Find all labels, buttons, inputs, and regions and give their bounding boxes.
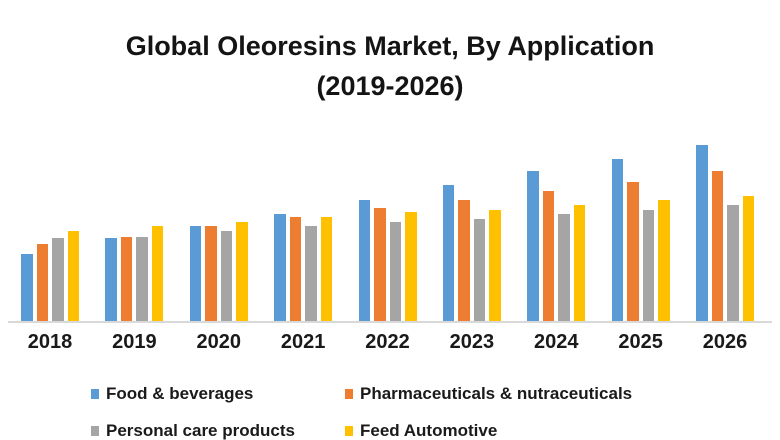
legend-item-pharmaceuticals-and-nutraceuticals: Pharmaceuticals & nutraceuticals — [345, 384, 632, 404]
legend: Food & beverages Pharmaceuticals & nutrac… — [91, 384, 632, 440]
bar-personal-care-products-2020 — [220, 231, 233, 321]
x-axis-label-2022: 2022 — [365, 331, 410, 353]
legend-swatch-food-and-beverages — [91, 389, 99, 399]
legend-label-personal-care-products: Personal care products — [106, 421, 295, 440]
bar-personal-care-products-2019 — [136, 237, 148, 321]
bar-feed-automotive-2025 — [658, 200, 670, 321]
bar-personal-care-products-2018 — [52, 238, 64, 321]
bar-food-and-beverages-2024 — [527, 171, 539, 321]
bar-group-2021 — [274, 135, 333, 321]
legend-item-food-and-beverages: Food & beverages — [91, 384, 345, 404]
bar-feed-automotive-2018 — [67, 231, 79, 321]
x-axis-label-2026: 2026 — [702, 331, 748, 353]
legend-label-food-and-beverages: Food & beverages — [106, 384, 254, 403]
bar-pharmaceuticals-and-nutraceuticals-2023 — [458, 200, 470, 321]
legend-swatch-personal-care-products — [91, 426, 99, 436]
bar-feed-automotive-2026 — [742, 196, 754, 321]
bar-food-and-beverages-2022 — [358, 200, 370, 321]
bar-group-2026 — [696, 135, 754, 321]
bar-pharmaceuticals-and-nutraceuticals-2021 — [289, 217, 302, 321]
bar-group-2024 — [527, 135, 586, 321]
bar-personal-care-products-2024 — [558, 214, 570, 321]
bar-group-2019 — [105, 135, 164, 321]
x-axis-line — [8, 321, 772, 323]
bar-pharmaceuticals-and-nutraceuticals-2025 — [627, 182, 639, 321]
bar-pharmaceuticals-and-nutraceuticals-2026 — [711, 171, 723, 321]
bar-group-2020 — [189, 135, 248, 321]
x-axis-label-2023: 2023 — [449, 331, 495, 353]
bar-food-and-beverages-2019 — [105, 238, 117, 321]
bar-feed-automotive-2020 — [236, 222, 248, 321]
bar-personal-care-products-2022 — [389, 222, 401, 321]
chart-title: Global Oleoresins Market, By Application… — [0, 26, 780, 106]
bar-group-2023 — [442, 135, 501, 321]
x-axis-label-2018: 2018 — [27, 331, 73, 353]
bar-food-and-beverages-2023 — [442, 185, 455, 321]
x-axis-label-2019: 2019 — [112, 331, 157, 353]
x-axis-label-2020: 2020 — [196, 331, 242, 353]
x-axis-label-2024: 2024 — [534, 331, 579, 353]
bar-feed-automotive-2024 — [573, 205, 586, 321]
chart-title-line1: Global Oleoresins Market, By Application — [125, 31, 655, 61]
legend-swatch-feed-automotive — [345, 426, 353, 436]
legend-item-feed-automotive: Feed Automotive — [345, 421, 632, 440]
bar-personal-care-products-2025 — [642, 210, 655, 321]
legend-label-pharmaceuticals-and-nutraceuticals: Pharmaceuticals & nutraceuticals — [360, 384, 633, 403]
plot-area — [21, 135, 754, 321]
bar-feed-automotive-2023 — [489, 210, 501, 321]
bar-food-and-beverages-2020 — [189, 226, 202, 321]
bar-personal-care-products-2023 — [473, 219, 486, 321]
bar-group-2022 — [358, 135, 417, 321]
x-axis-label-2021: 2021 — [280, 331, 326, 353]
legend-item-personal-care-products: Personal care products — [91, 421, 345, 440]
legend-label-feed-automotive: Feed Automotive — [360, 421, 498, 440]
bar-food-and-beverages-2025 — [611, 159, 624, 321]
chart-title-line2: (2019-2026) — [316, 71, 464, 101]
bar-pharmaceuticals-and-nutraceuticals-2018 — [36, 244, 48, 321]
bar-feed-automotive-2021 — [320, 217, 333, 321]
x-axis-labels: 2018 2019 2020 2021 2022 2023 2024 2025 2026 — [21, 331, 754, 354]
bar-group-2018 — [21, 135, 79, 321]
bar-pharmaceuticals-and-nutraceuticals-2019 — [120, 237, 133, 321]
bar-feed-automotive-2019 — [151, 226, 164, 321]
x-axis-label-2025: 2025 — [618, 331, 663, 353]
bar-pharmaceuticals-and-nutraceuticals-2020 — [205, 226, 217, 321]
legend-swatch-pharmaceuticals-and-nutraceuticals — [345, 389, 353, 399]
bar-personal-care-products-2026 — [727, 205, 739, 321]
bar-pharmaceuticals-and-nutraceuticals-2022 — [374, 208, 386, 321]
bar-group-2025 — [611, 135, 670, 321]
bar-food-and-beverages-2026 — [696, 145, 708, 321]
bar-feed-automotive-2022 — [405, 212, 417, 321]
bar-food-and-beverages-2018 — [21, 254, 33, 321]
bar-food-and-beverages-2021 — [274, 214, 286, 321]
bar-pharmaceuticals-and-nutraceuticals-2024 — [542, 191, 555, 321]
bar-personal-care-products-2021 — [305, 226, 317, 321]
